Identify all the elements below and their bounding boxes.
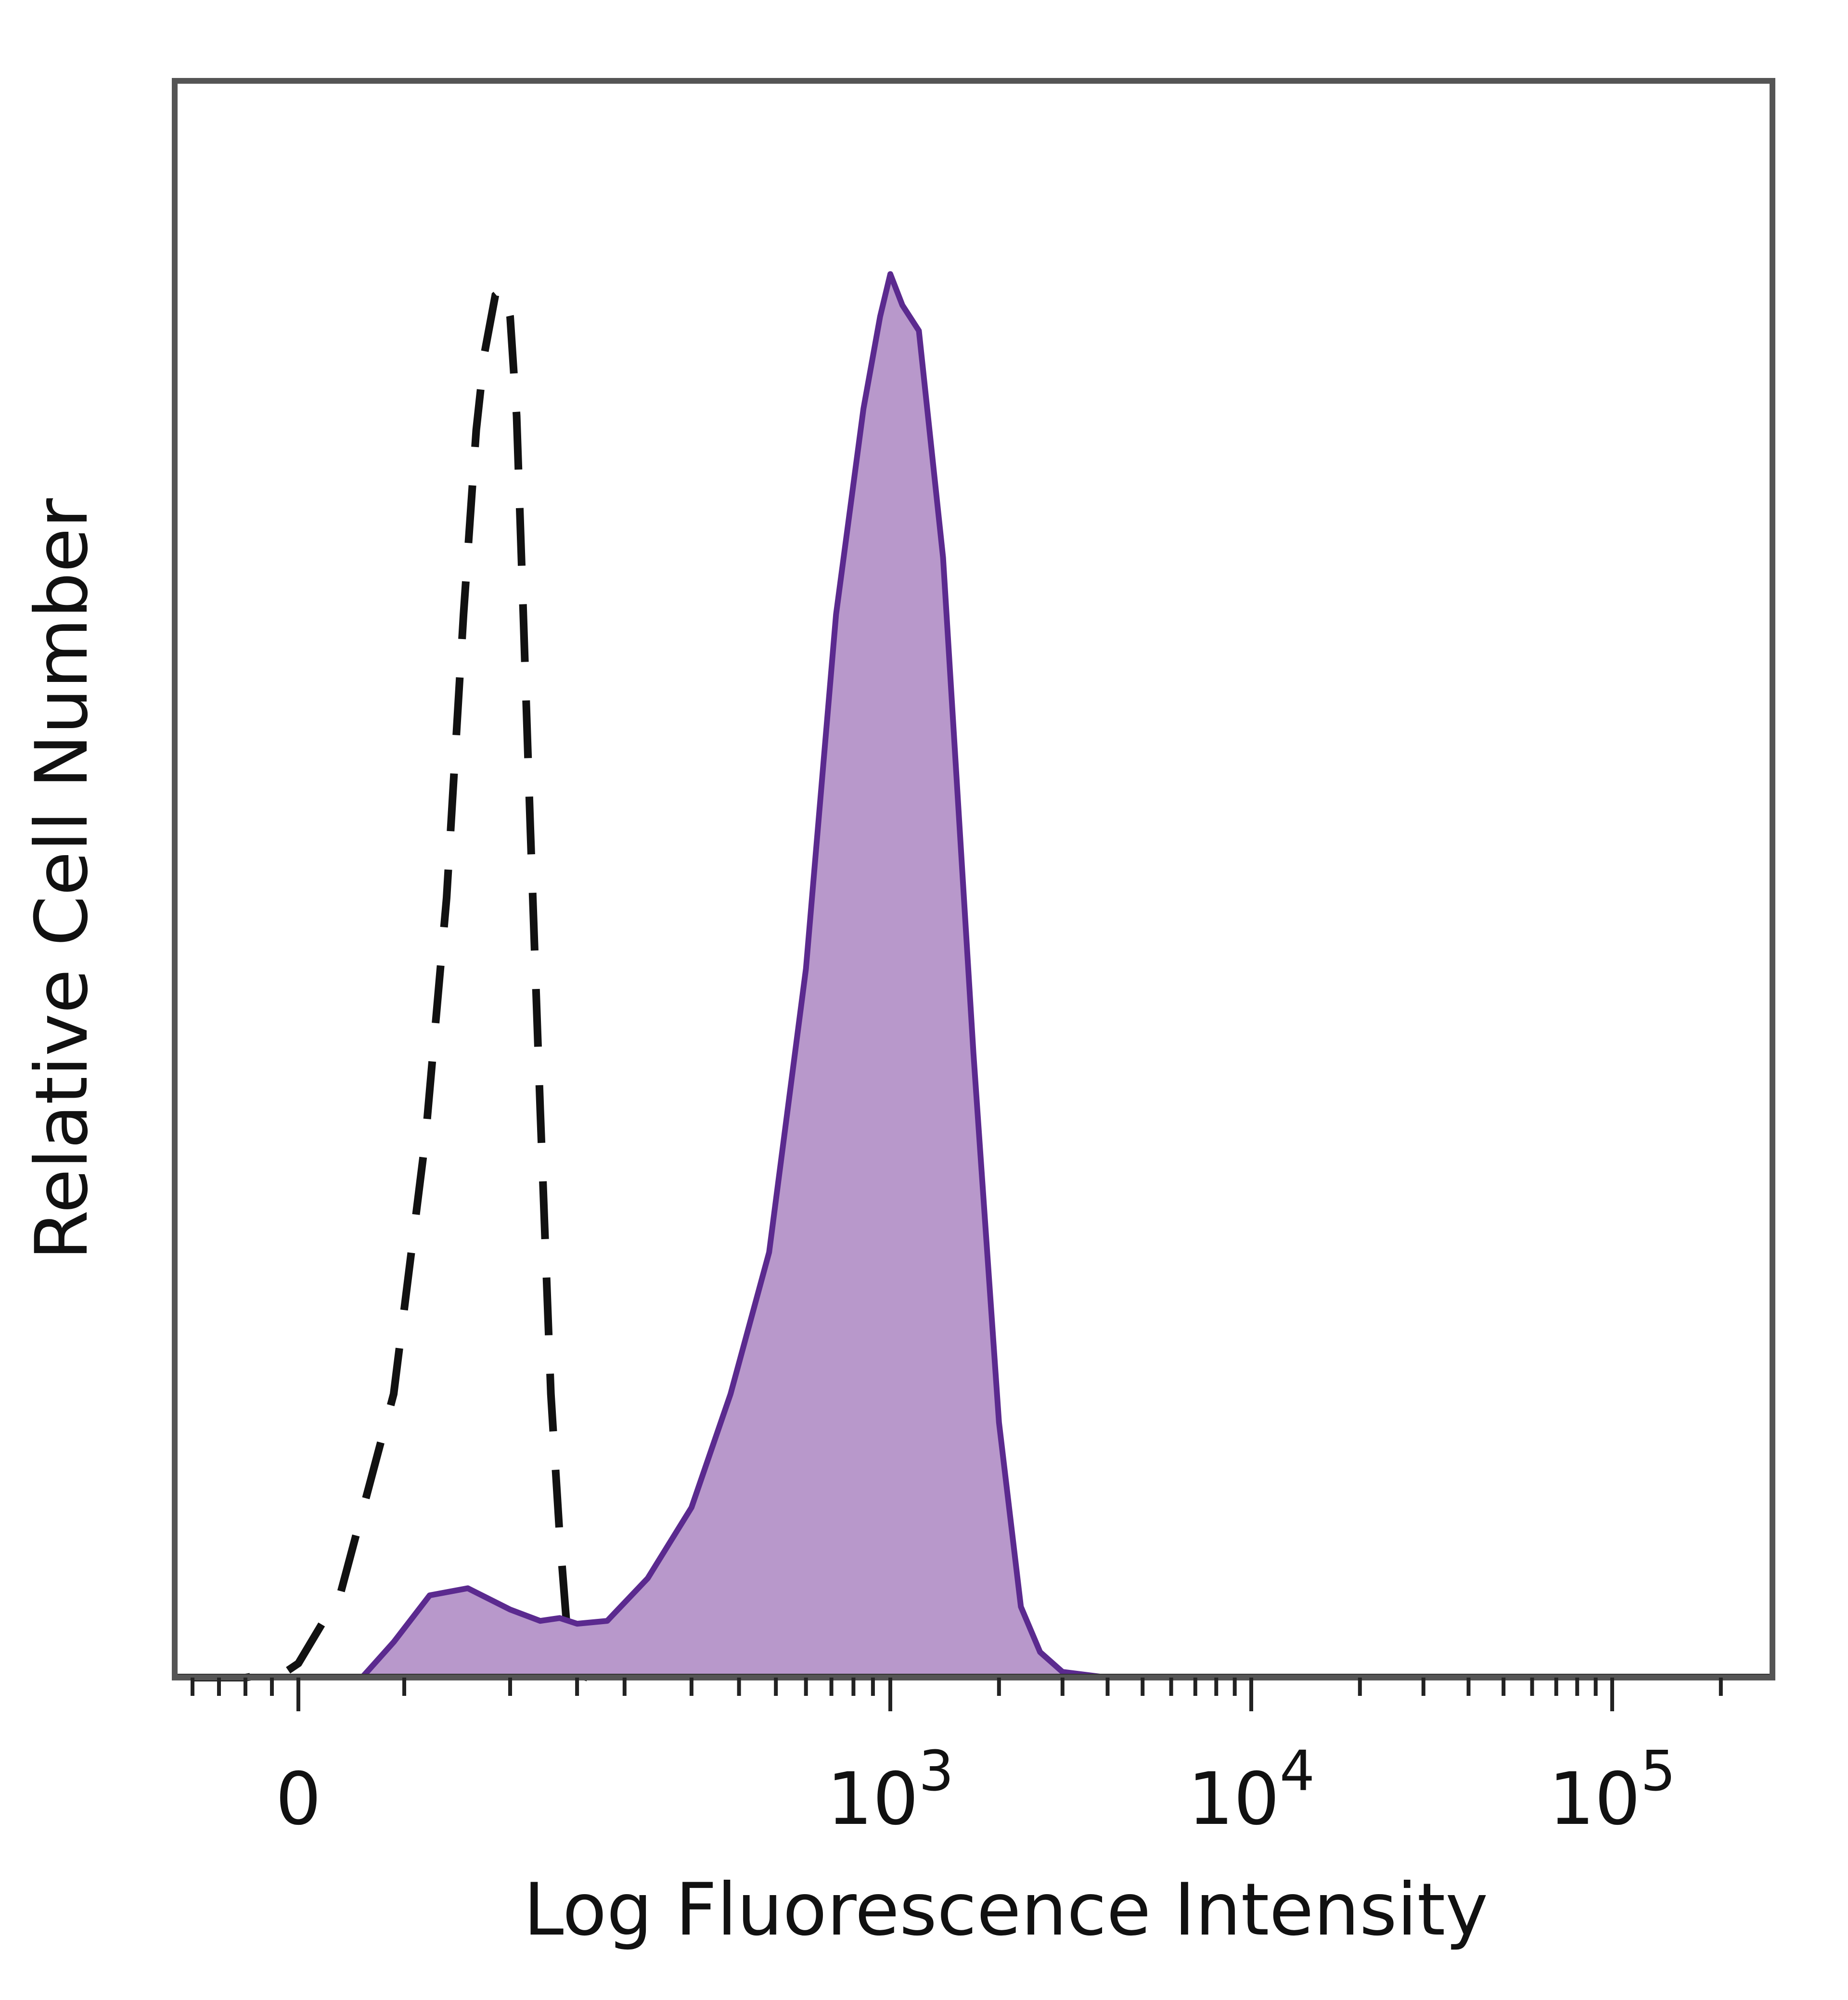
x-tick-label: 104	[1188, 1739, 1315, 1841]
stained-histogram-area	[359, 271, 1724, 1680]
x-axis-label: Log Fluorescence Intensity	[524, 1868, 1488, 1952]
plot-frame	[172, 78, 1775, 1680]
y-axis-label: Relative Cell Number	[20, 498, 104, 1260]
x-tick-label: 105	[1549, 1739, 1676, 1841]
control-histogram-line	[192, 281, 589, 1681]
x-tick-label: 0	[275, 1757, 321, 1841]
plot-area	[175, 271, 1772, 1681]
x-axis-ticks	[191, 1678, 1723, 1711]
x-tick-label: 103	[827, 1739, 954, 1841]
x-axis-tick-labels: 0 103 104 105	[275, 1739, 1676, 1841]
